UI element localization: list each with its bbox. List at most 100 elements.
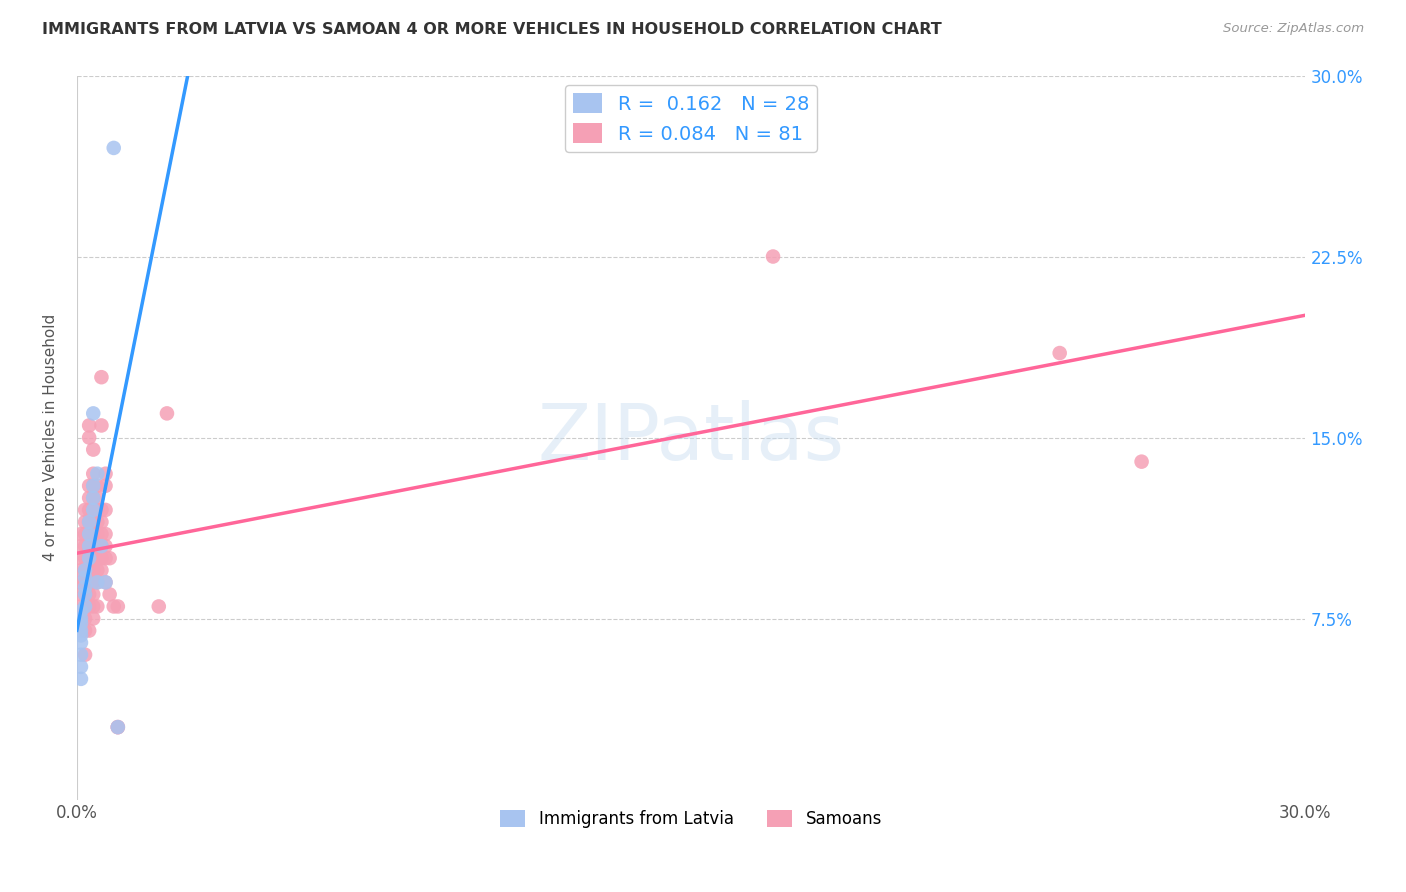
Point — [90, 515, 112, 529]
Point — [73, 527, 96, 541]
Point — [77, 430, 100, 444]
Legend: Immigrants from Latvia, Samoans: Immigrants from Latvia, Samoans — [494, 803, 889, 835]
Point — [70, 628, 93, 642]
Point — [77, 551, 100, 566]
Point — [70, 648, 93, 662]
Point — [73, 587, 96, 601]
Point — [762, 250, 785, 264]
Point — [86, 551, 108, 566]
Point — [77, 551, 100, 566]
Point — [77, 587, 100, 601]
Point — [1049, 346, 1071, 360]
Point — [70, 672, 93, 686]
Point — [77, 575, 100, 590]
Point — [77, 539, 100, 553]
Point — [73, 563, 96, 577]
Point — [70, 563, 93, 577]
Point — [70, 635, 93, 649]
Point — [77, 491, 100, 505]
Point — [148, 599, 170, 614]
Point — [70, 587, 93, 601]
Point — [94, 527, 117, 541]
Point — [1130, 455, 1153, 469]
Y-axis label: 4 or more Vehicles in Household: 4 or more Vehicles in Household — [44, 314, 58, 561]
Point — [73, 599, 96, 614]
Point — [82, 467, 104, 481]
Point — [82, 503, 104, 517]
Point — [73, 611, 96, 625]
Point — [98, 551, 121, 566]
Point — [77, 527, 100, 541]
Point — [90, 418, 112, 433]
Point — [77, 539, 100, 553]
Point — [77, 479, 100, 493]
Point — [82, 479, 104, 493]
Text: IMMIGRANTS FROM LATVIA VS SAMOAN 4 OR MORE VEHICLES IN HOUSEHOLD CORRELATION CHA: IMMIGRANTS FROM LATVIA VS SAMOAN 4 OR MO… — [42, 22, 942, 37]
Point — [90, 503, 112, 517]
Point — [77, 527, 100, 541]
Point — [77, 563, 100, 577]
Point — [73, 539, 96, 553]
Point — [77, 418, 100, 433]
Point — [86, 563, 108, 577]
Point — [86, 575, 108, 590]
Point — [70, 616, 93, 631]
Point — [90, 563, 112, 577]
Point — [94, 467, 117, 481]
Point — [98, 587, 121, 601]
Point — [77, 515, 100, 529]
Point — [70, 611, 93, 625]
Point — [77, 624, 100, 638]
Point — [90, 527, 112, 541]
Point — [86, 479, 108, 493]
Point — [70, 575, 93, 590]
Point — [82, 406, 104, 420]
Point — [73, 648, 96, 662]
Point — [77, 599, 100, 614]
Point — [82, 539, 104, 553]
Point — [82, 611, 104, 625]
Point — [86, 575, 108, 590]
Point — [73, 587, 96, 601]
Point — [107, 720, 129, 734]
Point — [82, 527, 104, 541]
Point — [70, 527, 93, 541]
Text: ZIPatlas: ZIPatlas — [537, 400, 845, 475]
Point — [82, 491, 104, 505]
Point — [77, 515, 100, 529]
Point — [73, 570, 96, 584]
Point — [90, 539, 112, 553]
Point — [94, 539, 117, 553]
Point — [73, 580, 96, 594]
Point — [82, 575, 104, 590]
Point — [73, 563, 96, 577]
Text: Source: ZipAtlas.com: Source: ZipAtlas.com — [1223, 22, 1364, 36]
Point — [86, 599, 108, 614]
Point — [94, 575, 117, 590]
Point — [70, 551, 93, 566]
Point — [86, 503, 108, 517]
Point — [77, 503, 100, 517]
Point — [103, 599, 125, 614]
Point — [82, 442, 104, 457]
Point — [70, 660, 93, 674]
Point — [86, 491, 108, 505]
Point — [82, 491, 104, 505]
Point — [94, 551, 117, 566]
Point — [73, 503, 96, 517]
Point — [82, 503, 104, 517]
Point — [94, 503, 117, 517]
Point — [73, 551, 96, 566]
Point — [70, 599, 93, 614]
Point — [86, 539, 108, 553]
Point — [90, 539, 112, 553]
Point — [73, 599, 96, 614]
Point — [70, 604, 93, 618]
Point — [73, 624, 96, 638]
Point — [107, 599, 129, 614]
Point — [94, 479, 117, 493]
Point — [82, 599, 104, 614]
Point — [94, 575, 117, 590]
Point — [82, 563, 104, 577]
Point — [73, 575, 96, 590]
